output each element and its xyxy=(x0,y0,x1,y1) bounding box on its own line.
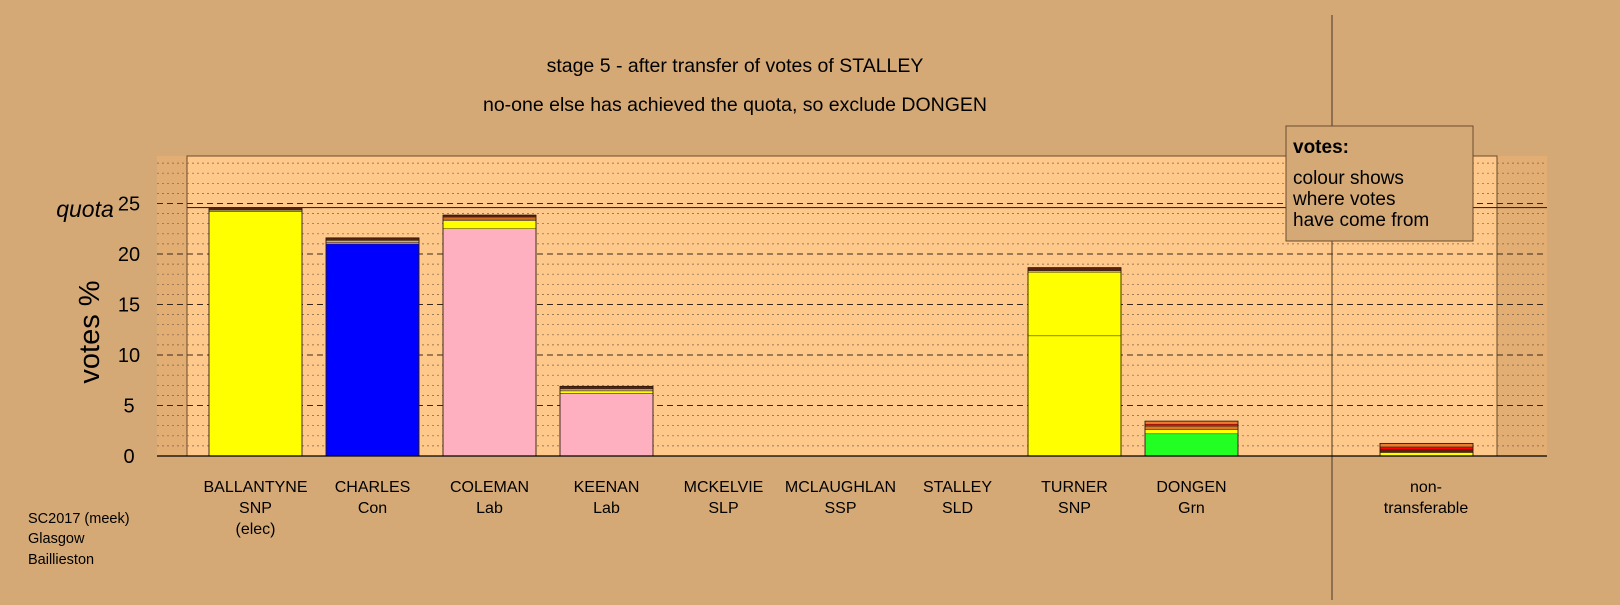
y-tick-label: 5 xyxy=(123,396,134,418)
footer-line-3: Baillieston xyxy=(28,552,94,568)
candidate-name-label: STALLEY xyxy=(923,479,992,496)
legend-line-2: where votes xyxy=(1292,189,1395,210)
candidate-party-label: Lab xyxy=(476,500,503,517)
nontransferable-label: transferable xyxy=(1384,500,1469,517)
y-tick-label: 25 xyxy=(118,194,140,216)
bar-keenan xyxy=(559,385,654,457)
y-tick-label: 0 xyxy=(123,446,134,468)
quota-label: quota xyxy=(56,196,114,222)
chart-subtitle: no-one else has achieved the quota, so e… xyxy=(483,94,987,116)
candidate-party-label: SNP xyxy=(1058,500,1091,517)
bar-segment xyxy=(1027,271,1122,337)
candidate-party-label: Con xyxy=(358,500,387,517)
candidate-party-label: SLD xyxy=(942,500,973,517)
bar-segment xyxy=(1144,425,1239,430)
bar-segment xyxy=(325,243,420,457)
candidate-name-label: COLEMAN xyxy=(450,479,529,496)
bar-dongen xyxy=(1144,420,1239,457)
candidate-name-label: TURNER xyxy=(1041,479,1108,496)
bar-segment xyxy=(1379,443,1474,448)
candidate-name-label: MCKELVIE xyxy=(684,479,764,496)
candidate-name-label: DONGEN xyxy=(1156,479,1226,496)
bar-segment xyxy=(442,216,537,220)
bar-segment xyxy=(559,388,654,392)
bar-segment xyxy=(1027,335,1122,457)
bar-nontransferable xyxy=(1379,442,1474,457)
bar-segment xyxy=(1144,423,1239,427)
footer-line-1: SC2017 (meek) xyxy=(28,511,130,527)
legend-line-3: have come from xyxy=(1293,210,1429,231)
y-tick-label: 10 xyxy=(118,345,140,367)
legend: votes: colour shows where votes have com… xyxy=(1285,125,1474,242)
candidate-party-label: SLP xyxy=(708,500,738,517)
candidate-party-label: Grn xyxy=(1178,500,1205,517)
candidate-name-label: KEENAN xyxy=(574,479,640,496)
candidate-name-label: CHARLES xyxy=(335,479,411,496)
y-axis-label: votes % xyxy=(74,280,106,383)
bar-segment xyxy=(1379,449,1474,453)
candidate-party-label: SSP xyxy=(824,500,856,517)
bar-segment xyxy=(1144,429,1239,435)
candidate-name-label: MCLAUGHLAN xyxy=(785,479,896,496)
chart-title: stage 5 - after transfer of votes of STA… xyxy=(547,55,924,77)
y-tick-label: 15 xyxy=(118,295,140,317)
bar-segment xyxy=(559,390,654,394)
bar-segment xyxy=(442,228,537,457)
candidate-note-label: (elec) xyxy=(235,521,275,538)
legend-title: votes: xyxy=(1293,137,1349,158)
bar-segment xyxy=(1027,267,1122,271)
candidate-party-label: SNP xyxy=(239,500,272,517)
bar-segment xyxy=(559,393,654,457)
legend-box xyxy=(1285,125,1474,242)
bar-segment xyxy=(1379,446,1474,450)
candidate-party-label: Lab xyxy=(593,500,620,517)
footer-line-2: Glasgow xyxy=(28,531,85,547)
y-tick-label: 20 xyxy=(118,244,140,266)
bar-segment xyxy=(442,220,537,229)
bar-turner xyxy=(1027,267,1122,457)
candidate-name-label: BALLANTYNE xyxy=(203,479,307,496)
bar-segment xyxy=(1144,433,1239,457)
bar-coleman xyxy=(442,214,537,457)
bar-ballantyne xyxy=(208,207,303,457)
bar-charles xyxy=(325,237,420,457)
bar-segment xyxy=(1144,420,1239,425)
bar-segment xyxy=(325,240,420,243)
nontransferable-label: non- xyxy=(1410,479,1442,496)
bar-segment xyxy=(208,211,303,457)
legend-line-1: colour shows xyxy=(1293,168,1404,189)
